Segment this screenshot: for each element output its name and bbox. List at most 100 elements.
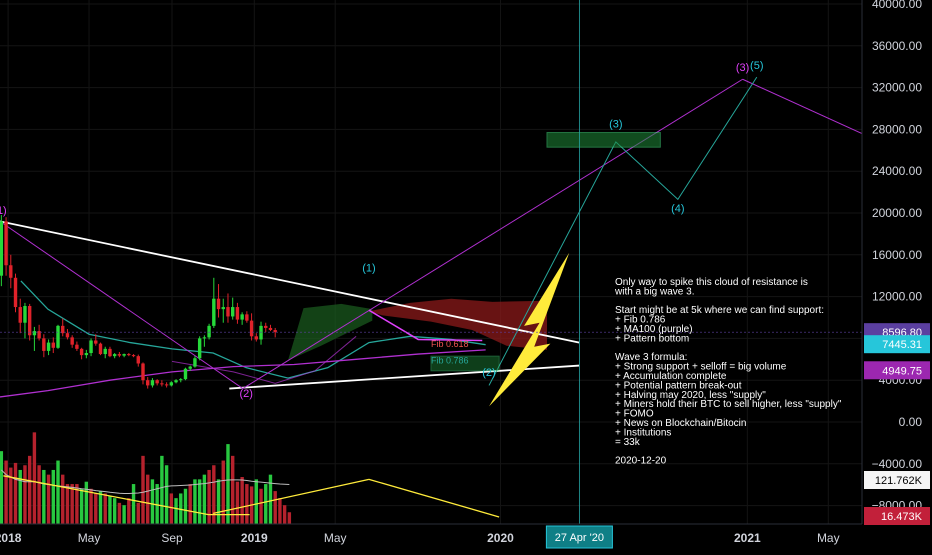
x-tick-label: May — [78, 531, 101, 545]
candle-body — [197, 338, 202, 359]
volume-bar — [117, 502, 122, 524]
resistance-cloud-red — [368, 298, 548, 350]
candle-body — [61, 325, 65, 334]
volume-bar — [103, 493, 107, 524]
volume-bar — [264, 484, 268, 524]
volume-bar — [32, 432, 37, 524]
candle-body — [46, 342, 51, 351]
cursor-date-label: 27 Apr '20 — [555, 532, 604, 544]
volume-bar — [164, 465, 169, 524]
y-tick-label: 40000.00 — [872, 0, 922, 11]
volume-bar — [268, 474, 273, 524]
candle-body — [150, 380, 155, 386]
candle-body — [94, 340, 98, 344]
candle-body — [207, 325, 211, 338]
volume-bar — [245, 484, 249, 524]
note-line: + Pattern bottom — [615, 333, 689, 344]
note-line: + Strong support + selloff = big volume — [615, 362, 787, 373]
volume-bar — [282, 505, 287, 524]
volume-bar — [108, 495, 112, 524]
note-line: + Fib 0.786 — [615, 315, 666, 326]
volume-bar — [4, 460, 8, 524]
volume-bar — [23, 465, 27, 524]
volume-bar — [207, 469, 211, 524]
volume-tag-bg — [864, 507, 930, 525]
candle-body — [37, 331, 41, 339]
candle-body — [84, 353, 89, 356]
note-line: Only way to spike this cloud of resistan… — [615, 277, 808, 288]
candle-body — [183, 368, 188, 380]
volume-bar — [131, 484, 136, 524]
wave-label: (1) — [362, 263, 375, 275]
volume-bar — [75, 484, 79, 524]
y-tick-label: 24000.00 — [872, 164, 922, 178]
candle-body — [160, 383, 164, 385]
volume-bar — [202, 474, 207, 524]
candle-body — [112, 354, 117, 357]
candle-body — [245, 314, 249, 321]
lightning-bolt-icon — [489, 252, 570, 407]
volume-bar — [230, 455, 235, 524]
volume-bar — [112, 498, 117, 524]
candle-body — [70, 337, 74, 345]
volume-bar — [278, 498, 282, 524]
volume-trend-down-1 — [3, 475, 250, 516]
volume-tag-bg — [864, 471, 930, 489]
candle-body — [13, 277, 18, 308]
candle-body — [179, 379, 183, 381]
candle-body — [273, 330, 277, 333]
candle-body — [221, 307, 225, 310]
candle-body — [249, 320, 254, 337]
volume-bar — [146, 474, 150, 524]
candle-body — [79, 348, 84, 356]
note-line: + Accumulation complete — [615, 371, 727, 382]
note-line: Start might be at 5k where we can find s… — [615, 305, 824, 316]
volume-bar — [174, 498, 178, 524]
candle-body — [254, 336, 259, 340]
y-tick-label: 32000.00 — [872, 81, 922, 95]
volume-bar — [94, 493, 98, 524]
x-tick-label: May — [324, 531, 347, 545]
note-line: Wave 3 formula: — [615, 352, 687, 363]
wave-label: (3) — [736, 62, 749, 74]
candle-body — [103, 348, 107, 355]
cursor-date-badge — [545, 525, 613, 549]
volume-bar — [212, 465, 216, 524]
x-axis-panel — [0, 524, 932, 550]
y-axis-panel — [862, 0, 932, 550]
note-line: 2020-12-20 — [615, 456, 667, 467]
candle-body — [9, 265, 13, 278]
ma50-line — [20, 280, 486, 379]
volume-bar — [273, 491, 277, 524]
note-line: = 33k — [615, 437, 641, 448]
candle-body — [23, 306, 27, 323]
fib-label: Fib 0.618 — [431, 339, 469, 349]
wave-line-1-2 — [0, 220, 244, 389]
volume-bar — [79, 488, 84, 524]
volume-bar — [9, 467, 13, 524]
volume-bar — [37, 465, 41, 524]
x-tick-label: 2019 — [241, 531, 268, 545]
volume-bar — [141, 455, 145, 524]
volume-bar — [240, 477, 244, 524]
candle-body — [141, 363, 145, 381]
volume-bar — [61, 474, 65, 524]
price-tag-label: 7445.31 — [882, 339, 922, 351]
candle-body — [18, 307, 22, 323]
wave-label: (2) — [482, 367, 495, 379]
x-tick-label: 2018 — [0, 531, 22, 545]
wave-label: (2) — [239, 388, 252, 400]
candle-body — [235, 307, 240, 320]
price-tag-bg — [864, 361, 930, 380]
wave-label: (1) — [0, 205, 7, 217]
note-line: with a big wave 3. — [614, 286, 695, 297]
candle-body — [127, 354, 131, 356]
y-tick-label: 0.00 — [899, 415, 923, 429]
candle-body — [65, 333, 70, 338]
candle-body — [259, 325, 263, 340]
volume-bar — [89, 488, 93, 524]
volume-trend-down-2 — [368, 478, 500, 518]
candle-body — [174, 380, 178, 383]
